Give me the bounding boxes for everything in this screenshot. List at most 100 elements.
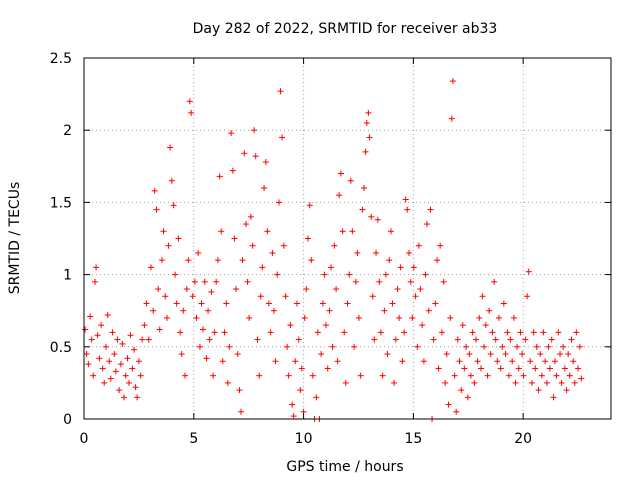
data-point: [247, 213, 254, 220]
data-point: [386, 257, 393, 264]
data-point: [153, 206, 160, 213]
data-point: [533, 343, 540, 350]
data-point: [251, 127, 258, 134]
data-point: [93, 264, 100, 271]
data-point: [101, 379, 108, 386]
data-point: [151, 187, 158, 194]
data-point: [443, 351, 450, 358]
data-point: [362, 148, 369, 155]
data-point: [186, 98, 193, 105]
data-point: [540, 329, 547, 336]
data-point: [160, 228, 167, 235]
data-point: [165, 242, 172, 249]
y-tick-label: 1: [63, 268, 72, 284]
data-point: [292, 358, 299, 365]
data-point: [560, 343, 567, 350]
data-point: [329, 343, 336, 350]
plot-frame: [83, 57, 612, 420]
data-point: [381, 307, 388, 314]
data-point: [454, 336, 461, 343]
data-point: [306, 202, 313, 209]
data-point: [214, 257, 221, 264]
data-point: [557, 351, 564, 358]
data-point: [389, 300, 396, 307]
data-point: [308, 257, 315, 264]
data-point: [538, 372, 545, 379]
data-point: [228, 130, 235, 137]
data-point: [234, 351, 241, 358]
data-point: [256, 372, 263, 379]
data-point: [507, 336, 514, 343]
data-point: [107, 375, 114, 382]
data-point: [236, 387, 243, 394]
data-point: [158, 257, 165, 264]
data-point: [246, 314, 253, 321]
data-point: [162, 293, 169, 300]
data-point: [369, 293, 376, 300]
data-point: [409, 314, 416, 321]
data-point: [147, 264, 154, 271]
data-point: [535, 387, 542, 394]
data-point: [218, 228, 225, 235]
data-point: [290, 413, 297, 420]
data-point: [134, 394, 141, 401]
x-tick-label: 0: [80, 431, 89, 447]
data-point: [170, 202, 177, 209]
data-point: [520, 372, 527, 379]
data-point: [561, 365, 568, 372]
data-point: [453, 408, 460, 415]
data-point: [414, 343, 421, 350]
data-point: [293, 300, 300, 307]
data-point: [489, 329, 496, 336]
data-point: [82, 326, 89, 333]
data-point: [208, 288, 215, 295]
data-point: [357, 372, 364, 379]
data-point: [558, 379, 565, 386]
data-point: [331, 242, 338, 249]
data-point: [99, 365, 106, 372]
data-point: [545, 343, 552, 350]
data-point: [478, 365, 485, 372]
data-point: [407, 278, 414, 285]
data-point: [382, 271, 389, 278]
data-point: [126, 379, 133, 386]
data-point: [368, 213, 375, 220]
data-point: [182, 372, 189, 379]
data-point: [137, 372, 144, 379]
data-point: [352, 278, 359, 285]
data-point: [333, 286, 340, 293]
data-point: [122, 372, 129, 379]
data-point: [173, 300, 180, 307]
data-point: [347, 177, 354, 184]
data-point: [576, 343, 583, 350]
data-point: [522, 336, 529, 343]
data-point: [365, 109, 372, 116]
data-point: [261, 184, 268, 191]
data-point: [94, 332, 101, 339]
data-point: [346, 271, 353, 278]
y-tick-label: 0.5: [50, 340, 72, 356]
y-tick-label: 0: [63, 412, 72, 428]
data-point: [571, 379, 578, 386]
data-point: [410, 264, 417, 271]
data-point: [221, 329, 228, 336]
data-point: [392, 336, 399, 343]
data-point: [479, 293, 486, 300]
data-point: [109, 329, 116, 336]
chart-title: Day 282 of 2022, SRMTID for receiver ab3…: [193, 21, 498, 37]
data-point: [206, 336, 213, 343]
data-point: [565, 351, 572, 358]
data-point: [150, 307, 157, 314]
data-point: [216, 173, 223, 180]
data-point: [469, 329, 476, 336]
data-point: [359, 206, 366, 213]
data-point: [543, 379, 550, 386]
data-point: [200, 326, 207, 333]
y-tick-label: 2: [63, 123, 72, 139]
data-point: [351, 343, 358, 350]
data-point: [180, 307, 187, 314]
data-point: [519, 351, 526, 358]
data-point: [114, 336, 121, 343]
data-point: [210, 372, 217, 379]
